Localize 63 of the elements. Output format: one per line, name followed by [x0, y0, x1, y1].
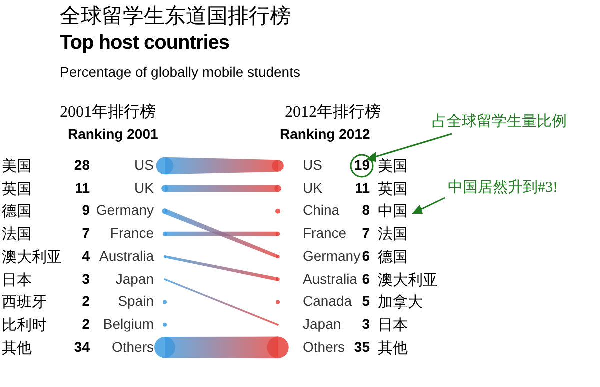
category-label: US	[303, 157, 322, 173]
data-label: 28	[73, 157, 90, 173]
category-label: US	[134, 157, 154, 173]
category-label: 美国	[378, 159, 408, 175]
category-label: Canada	[303, 293, 352, 310]
category-label: 比利时	[2, 318, 47, 334]
text: 2012年排行榜	[285, 102, 381, 123]
category-label: 德国	[2, 204, 32, 220]
data-label: 3	[361, 316, 370, 332]
category-label: Spain	[118, 293, 154, 310]
text: Percentage of globally mobile students	[60, 64, 300, 80]
category-label: UK	[303, 180, 322, 196]
data-label: 4	[82, 248, 90, 264]
category-label: 西班牙	[2, 295, 47, 312]
data-label: 6	[362, 248, 370, 264]
category-label: Belgium	[103, 316, 154, 332]
category-label: Australia	[303, 270, 358, 286]
category-label: 法国	[2, 227, 32, 244]
text: 全球留学生东道国排行榜	[60, 3, 291, 30]
category-label: Japan	[116, 270, 154, 286]
category-label: 中国	[378, 204, 408, 220]
data-label: 3	[81, 270, 90, 286]
data-label: 7	[81, 225, 90, 242]
data-label: 5	[362, 293, 370, 310]
text: Top host countries	[60, 32, 230, 55]
category-label: 加拿大	[378, 295, 423, 312]
data-label: 2	[81, 293, 90, 310]
category-label: France	[303, 225, 347, 242]
category-label: 美国	[2, 159, 32, 175]
category-label: 英国	[378, 182, 408, 198]
data-label: 11	[354, 180, 370, 196]
category-label: 其他	[2, 340, 32, 357]
data-label: 8	[361, 202, 370, 218]
category-label: Others	[303, 338, 346, 355]
category-label: 法国	[378, 227, 408, 244]
data-label: 7	[362, 225, 370, 242]
data-label: 35	[354, 338, 370, 355]
category-label: UK	[134, 180, 154, 196]
category-label: 其他	[378, 340, 408, 357]
text: Ranking 2012	[280, 126, 370, 142]
category-label: 日本	[378, 318, 408, 334]
category-label: China	[303, 202, 340, 218]
data-label: 11	[74, 180, 90, 196]
text: 占全球留学生量比例	[432, 112, 567, 131]
data-label: 19	[353, 157, 370, 173]
data-label: 6	[362, 270, 370, 286]
category-label: Japan	[303, 316, 342, 332]
text: 中国居然升到#3!	[448, 178, 558, 197]
data-label: 2	[81, 316, 90, 332]
category-label: Others	[112, 338, 154, 355]
category-label: 澳大利亚	[378, 272, 438, 288]
category-label: France	[110, 225, 154, 242]
category-label: 澳大利亚	[2, 250, 62, 266]
category-label: 日本	[2, 272, 32, 288]
category-label: 英国	[2, 182, 32, 198]
category-label: Australia	[100, 248, 154, 264]
data-label: 34	[73, 338, 90, 355]
text: Ranking 2001	[68, 126, 158, 142]
category-label: Germany	[303, 248, 361, 264]
category-label: 德国	[378, 250, 408, 266]
text: 2001年排行榜	[60, 102, 156, 123]
data-label: 9	[81, 202, 90, 218]
category-label: Germany	[96, 202, 154, 218]
